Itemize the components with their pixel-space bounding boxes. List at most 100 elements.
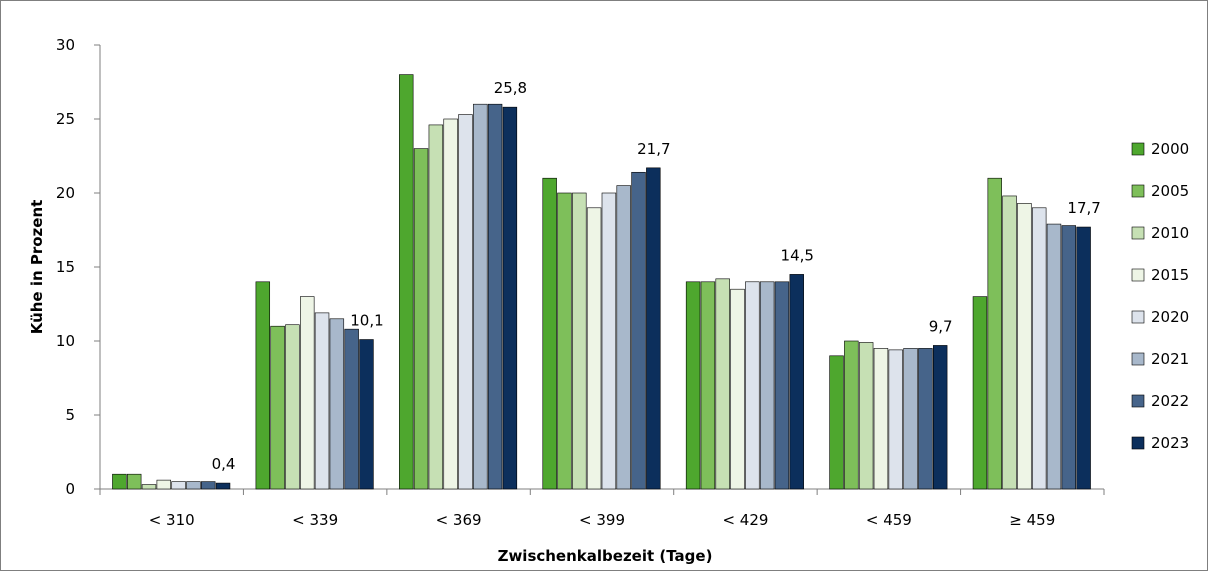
bar-2015-2 (300, 296, 315, 490)
bar-2023-6 (932, 345, 948, 490)
bar-2022-2 (344, 328, 359, 490)
data-label: 0,4 (212, 455, 236, 473)
data-label: 10,1 (350, 312, 383, 330)
bar-2023-5 (789, 274, 804, 490)
y-tick-label: 30 (56, 36, 75, 54)
bar-2022-3 (487, 103, 503, 490)
legend-label-2020: 2020 (1151, 308, 1189, 326)
bar-2015-6 (873, 348, 889, 490)
bar-2010-7 (1002, 195, 1017, 490)
legend: 2000 2005 2010 2015 2020 2021 2022 2023 (1131, 140, 1189, 452)
x-tick-label: < 310 (149, 511, 195, 529)
bar-2000-4 (542, 177, 557, 490)
data-label: 17,7 (1067, 199, 1100, 217)
legend-label-2021: 2021 (1151, 350, 1189, 368)
legend-label-2023: 2023 (1151, 434, 1189, 452)
bar-2005-1 (126, 473, 142, 490)
legend-swatch-2000 (1131, 142, 1145, 156)
bar-2015-7 (1017, 203, 1032, 490)
x-tick-label: < 429 (722, 511, 768, 529)
data-label: 14,5 (781, 246, 814, 264)
bar-2020-1 (171, 481, 186, 490)
bar-2022-4 (631, 171, 646, 490)
x-tick-label: < 339 (292, 511, 338, 529)
bar-2021-3 (473, 103, 488, 490)
bar-2010-4 (572, 192, 587, 490)
x-axis: < 310 < 339 < 369 < 399 < 429 < 459 ≥ 459 (99, 488, 1105, 529)
bar-2010-3 (428, 124, 444, 490)
data-labels: 0,4 10,1 25,8 21,7 14,5 9,7 17,7 (212, 79, 1101, 473)
bar-2021-6 (903, 348, 918, 490)
legend-label-2000: 2000 (1151, 140, 1189, 158)
bar-2005-2 (270, 325, 285, 490)
bar-2020-4 (601, 192, 617, 490)
legend-swatch-2021 (1131, 352, 1145, 366)
y-tick-label: 20 (56, 184, 75, 202)
y-axis: 0 5 10 15 20 25 30 (56, 36, 101, 498)
bar-2022-7 (1061, 225, 1077, 490)
x-tick-label: < 459 (866, 511, 912, 529)
bar-2020-5 (745, 281, 760, 490)
y-tick-label: 0 (65, 480, 75, 498)
legend-label-2015: 2015 (1151, 266, 1189, 284)
bar-2005-5 (700, 281, 716, 490)
bar-2022-5 (774, 281, 790, 490)
bar-2015-1 (156, 479, 172, 490)
bar-2023-4 (646, 167, 661, 490)
bar-2010-5 (715, 278, 730, 490)
bar-2000-3 (399, 74, 414, 490)
bar-2010-2 (285, 324, 300, 490)
bar-2022-6 (918, 348, 933, 490)
bar-2010-1 (141, 484, 157, 490)
bar-2015-3 (443, 118, 458, 490)
bar-2000-1 (112, 473, 127, 490)
bars (112, 74, 1091, 490)
bar-2023-3 (502, 106, 518, 490)
bar-2022-1 (201, 481, 216, 490)
bar-2020-3 (458, 114, 473, 490)
x-tick-label: < 369 (436, 511, 482, 529)
bar-2021-2 (329, 318, 345, 490)
legend-swatch-2022 (1131, 394, 1145, 408)
data-label: 9,7 (929, 317, 953, 335)
bar-2021-5 (759, 281, 775, 490)
bar-2021-4 (616, 185, 631, 490)
bar-2020-7 (1031, 207, 1047, 490)
bar-2005-6 (844, 340, 859, 490)
y-tick-label: 5 (65, 406, 75, 424)
legend-label-2005: 2005 (1151, 182, 1189, 200)
bar-2010-6 (858, 342, 874, 490)
x-tick-label: < 399 (579, 511, 625, 529)
bar-2023-1 (215, 482, 231, 490)
y-axis-title: Kühe in Prozent (28, 200, 46, 335)
bar-2000-5 (685, 281, 701, 490)
y-tick-label: 15 (56, 258, 75, 276)
legend-swatch-2010 (1131, 226, 1145, 240)
bar-2023-2 (359, 339, 374, 490)
data-label: 21,7 (637, 140, 670, 158)
legend-swatch-2005 (1131, 184, 1145, 198)
bar-2005-7 (987, 177, 1002, 490)
bar-2021-1 (186, 481, 201, 490)
bar-2000-7 (972, 296, 988, 490)
y-tick-label: 25 (56, 110, 75, 128)
x-tick-label: ≥ 459 (1009, 511, 1055, 529)
bar-2015-4 (586, 207, 602, 490)
legend-swatch-2023 (1131, 436, 1145, 450)
bar-2005-3 (413, 148, 429, 490)
bar-2000-6 (829, 355, 844, 490)
data-label: 25,8 (494, 79, 527, 97)
x-axis-title: Zwischenkalbezeit (Tage) (498, 547, 713, 565)
legend-swatch-2020 (1131, 310, 1145, 324)
bar-2020-2 (314, 312, 330, 490)
bar-2000-2 (255, 281, 271, 490)
legend-label-2010: 2010 (1151, 224, 1189, 242)
bar-2023-7 (1076, 226, 1091, 490)
legend-label-2022: 2022 (1151, 392, 1189, 410)
bar-2021-7 (1046, 223, 1062, 490)
y-tick-label: 10 (56, 332, 75, 350)
bar-2015-5 (730, 288, 745, 490)
legend-swatch-2015 (1131, 268, 1145, 282)
